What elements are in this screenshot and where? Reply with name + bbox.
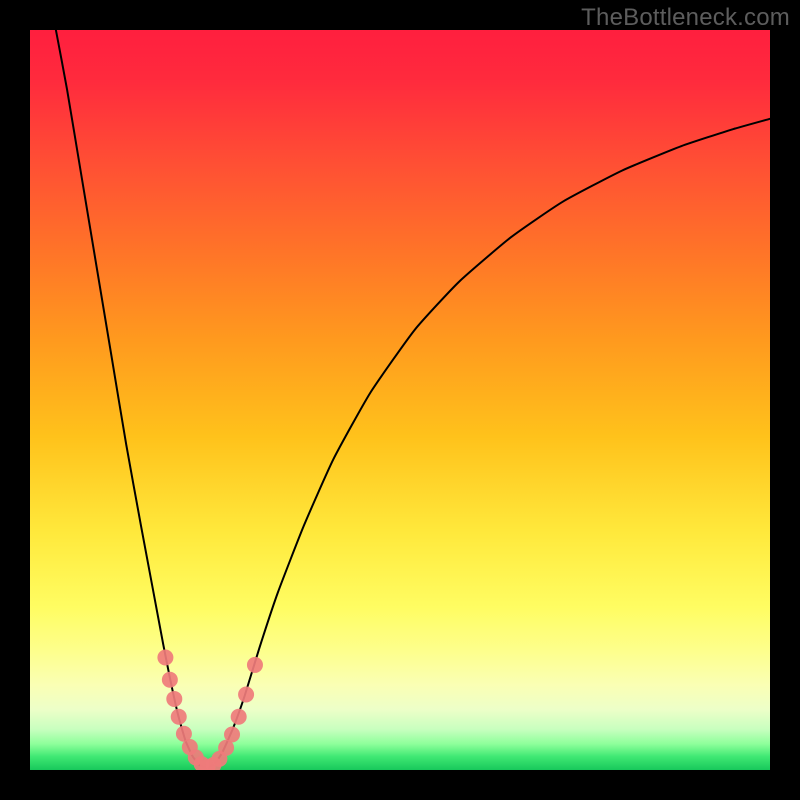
valley-marker: [157, 650, 173, 666]
valley-marker: [247, 657, 263, 673]
valley-marker: [166, 691, 182, 707]
valley-marker: [171, 709, 187, 725]
valley-marker: [162, 672, 178, 688]
valley-marker: [224, 726, 240, 742]
frame-border-bottom: [0, 770, 800, 800]
frame-border-right: [770, 0, 800, 800]
plot-background: [30, 30, 770, 770]
chart-stage: TheBottleneck.com: [0, 0, 800, 800]
valley-marker: [238, 687, 254, 703]
frame-border-top: [0, 0, 800, 30]
bottleneck-curve-chart: [0, 0, 800, 800]
valley-marker: [231, 709, 247, 725]
frame-border-left: [0, 0, 30, 800]
